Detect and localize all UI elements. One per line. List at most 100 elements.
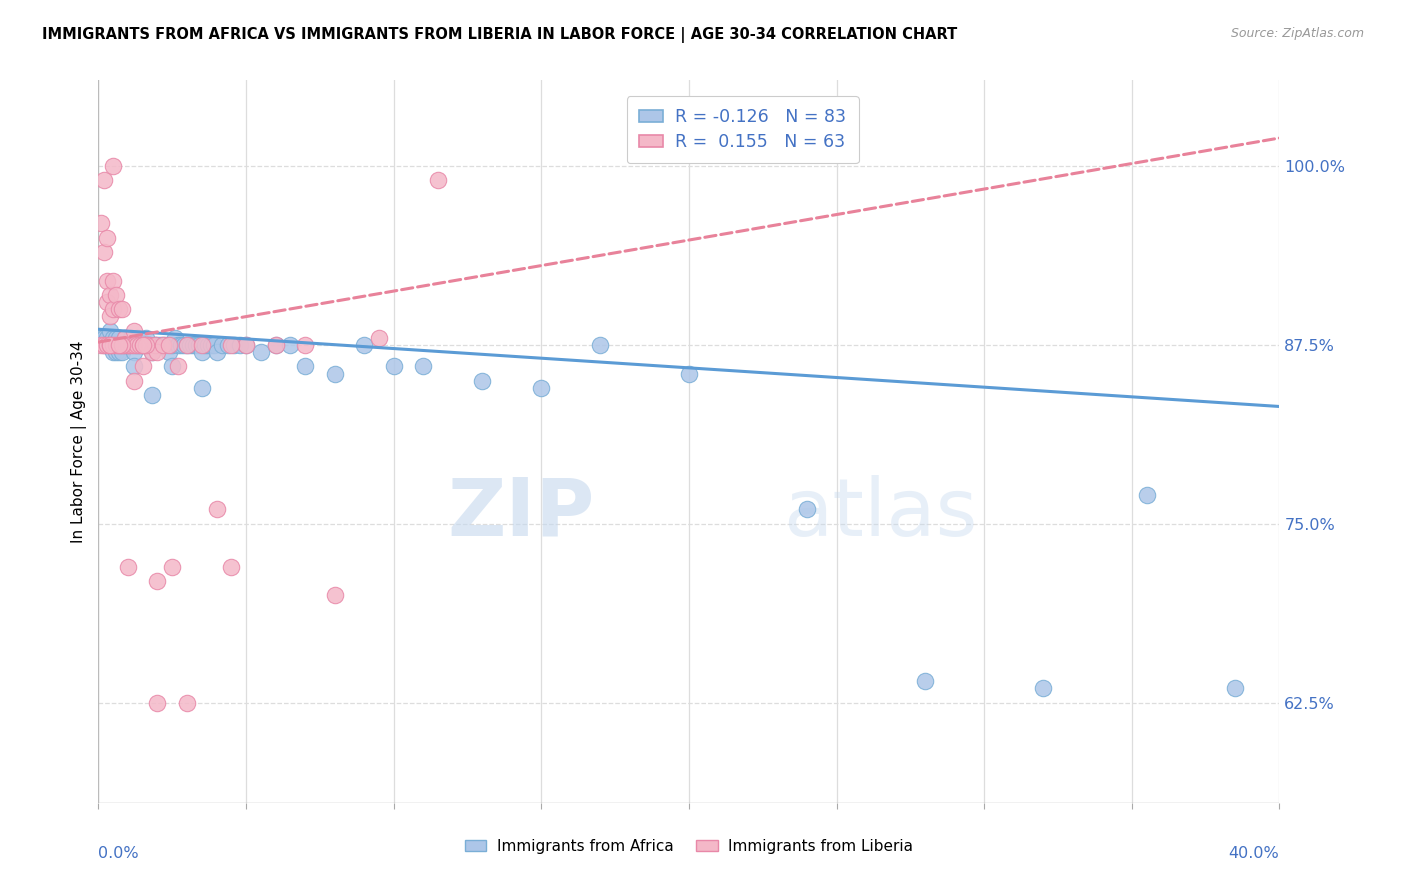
Point [184, 338, 207, 352]
Legend: Immigrants from Africa, Immigrants from Liberia: Immigrants from Africa, Immigrants from … [458, 833, 920, 860]
Point [125, 338, 148, 352]
Point [96, 274, 118, 288]
Point [122, 338, 145, 352]
Point [191, 381, 214, 395]
Point [98, 338, 121, 352]
Point [914, 674, 936, 689]
Point [176, 338, 198, 352]
Point [1136, 488, 1159, 502]
Point [427, 173, 450, 187]
Point [162, 338, 183, 352]
Point [229, 338, 252, 352]
Point [93, 244, 115, 259]
Point [132, 338, 155, 352]
Point [264, 338, 287, 352]
Point [162, 359, 183, 374]
Point [176, 338, 198, 352]
Point [141, 345, 163, 359]
Point [122, 345, 145, 359]
Point [191, 345, 214, 359]
Point [103, 331, 125, 345]
Point [105, 288, 128, 302]
Point [90, 331, 112, 345]
Point [117, 338, 139, 352]
Point [103, 302, 125, 317]
Point [530, 381, 553, 395]
Point [122, 324, 145, 338]
Text: atlas: atlas [783, 475, 977, 553]
Point [138, 338, 160, 352]
Point [114, 338, 136, 352]
Point [167, 338, 190, 352]
Point [138, 338, 160, 352]
Point [105, 338, 128, 352]
Point [103, 338, 125, 352]
Point [149, 338, 172, 352]
Point [103, 159, 125, 173]
Point [96, 230, 118, 244]
Point [135, 338, 157, 352]
Point [155, 338, 177, 352]
Point [111, 302, 134, 317]
Point [146, 696, 169, 710]
Text: IMMIGRANTS FROM AFRICA VS IMMIGRANTS FROM LIBERIA IN LABOR FORCE | AGE 30-34 COR: IMMIGRANTS FROM AFRICA VS IMMIGRANTS FRO… [42, 27, 957, 43]
Point [187, 338, 209, 352]
Point [294, 359, 316, 374]
Point [128, 338, 150, 352]
Point [205, 502, 228, 516]
Point [589, 338, 612, 352]
Point [98, 338, 121, 352]
Point [191, 338, 214, 352]
Point [108, 338, 131, 352]
Point [111, 338, 134, 352]
Point [323, 367, 346, 381]
Point [128, 338, 150, 352]
Point [93, 338, 115, 352]
Point [181, 338, 204, 352]
Point [132, 338, 155, 352]
Point [103, 345, 125, 359]
Point [152, 338, 174, 352]
Point [96, 338, 118, 352]
Point [235, 338, 257, 352]
Point [217, 338, 239, 352]
Point [105, 345, 128, 359]
Point [117, 338, 139, 352]
Point [197, 338, 219, 352]
Point [280, 338, 302, 352]
Point [157, 338, 180, 352]
Point [122, 359, 145, 374]
Text: 0.0%: 0.0% [98, 847, 139, 861]
Point [96, 331, 118, 345]
Point [141, 345, 163, 359]
Point [122, 338, 145, 352]
Point [143, 338, 166, 352]
Text: Source: ZipAtlas.com: Source: ZipAtlas.com [1230, 27, 1364, 40]
Point [117, 338, 139, 352]
Point [125, 338, 148, 352]
Point [165, 331, 187, 345]
Point [108, 338, 131, 352]
Point [211, 338, 233, 352]
Point [98, 310, 121, 324]
Text: 40.0%: 40.0% [1229, 847, 1279, 861]
Point [353, 338, 375, 352]
Point [368, 331, 391, 345]
Point [141, 388, 163, 402]
Point [146, 338, 169, 352]
Point [167, 359, 190, 374]
Point [382, 359, 405, 374]
Point [264, 338, 287, 352]
Point [1032, 681, 1054, 696]
Point [93, 173, 115, 187]
Point [117, 338, 139, 352]
Text: ZIP: ZIP [447, 475, 595, 553]
Point [111, 338, 134, 352]
Point [205, 345, 228, 359]
Point [98, 288, 121, 302]
Point [105, 338, 128, 352]
Point [157, 345, 180, 359]
Point [103, 338, 125, 352]
Point [152, 338, 174, 352]
Point [146, 574, 169, 588]
